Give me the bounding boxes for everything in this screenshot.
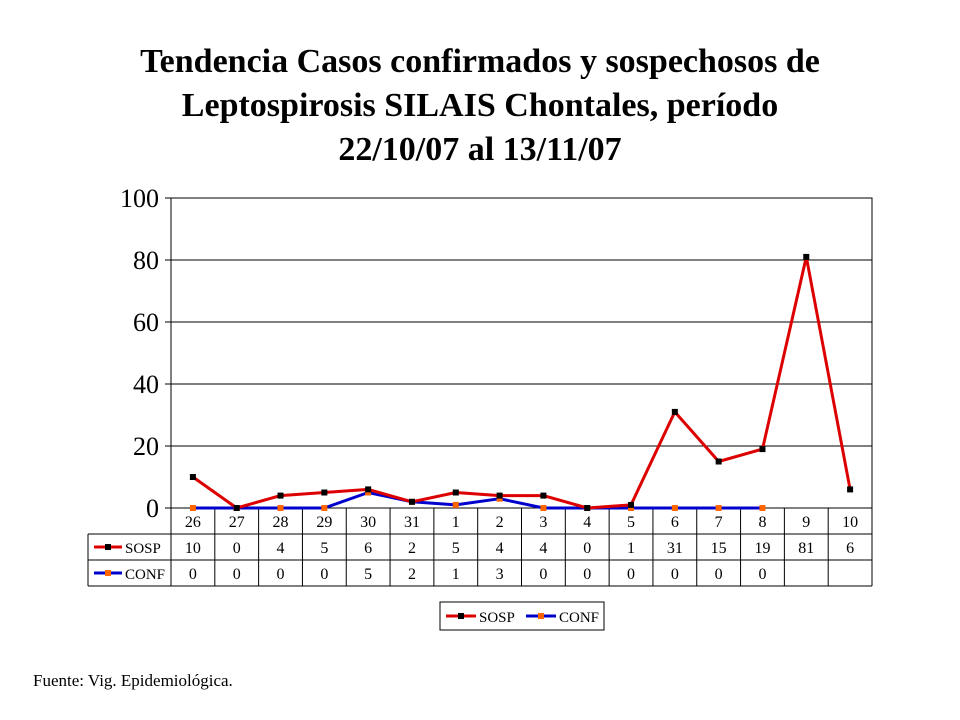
- table-row-label-conf: CONF: [125, 567, 165, 583]
- x-tick-label-7: 2: [496, 514, 504, 531]
- table-cell-conf-2: 0: [277, 566, 285, 583]
- legend-marker-conf: [538, 613, 544, 619]
- table-cell-conf-8: 0: [539, 566, 547, 583]
- x-tick-label-14: 9: [802, 514, 810, 531]
- legend-label-conf: CONF: [559, 610, 599, 626]
- table-cell-conf-3: 0: [320, 566, 328, 583]
- data-point-conf-3: [321, 505, 328, 511]
- y-tick-label-1: 20: [133, 432, 159, 461]
- table-cell-conf-12: 0: [715, 566, 723, 583]
- y-tick-label-3: 60: [133, 308, 159, 337]
- table-cell-conf-1: 0: [233, 566, 241, 583]
- data-point-sosp-0: [189, 474, 196, 480]
- x-tick-label-6: 1: [452, 514, 460, 531]
- data-point-conf-6: [452, 501, 459, 508]
- title-line-3: 22/10/07 al 13/11/07: [338, 131, 622, 168]
- title-line-1: Tendencia Casos confirmados y sospechoso…: [140, 43, 820, 80]
- table-cell-sosp-13: 19: [754, 540, 770, 557]
- series-line-sosp: [192, 255, 852, 510]
- table-cell-sosp-11: 31: [667, 540, 683, 557]
- table-cell-sosp-2: 4: [277, 540, 285, 557]
- table-cell-conf-9: 0: [583, 566, 591, 583]
- data-point-conf-2: [277, 505, 284, 511]
- table-cell-sosp-14: 81: [798, 540, 814, 557]
- table-key-marker-conf: [105, 570, 111, 576]
- data-point-conf-0: [189, 505, 196, 511]
- data-point-sosp-5: [408, 498, 415, 505]
- data-point-conf-11: [671, 505, 678, 511]
- data-point-sosp-7: [496, 492, 503, 499]
- data-point-sosp-2: [277, 492, 284, 499]
- data-point-sosp-15: [847, 486, 854, 493]
- table-cell-sosp-6: 5: [452, 540, 460, 557]
- data-point-conf-7: [496, 495, 503, 502]
- x-tick-label-4: 30: [360, 514, 376, 531]
- data-point-sosp-8: [540, 492, 547, 499]
- table-cell-sosp-4: 6: [364, 540, 372, 557]
- table-cell-conf-7: 3: [496, 566, 504, 583]
- table-cell-conf-6: 1: [452, 566, 460, 583]
- data-point-conf-10: [628, 505, 635, 511]
- y-tick-label-4: 80: [133, 246, 159, 275]
- data-point-sosp-14: [803, 253, 810, 260]
- data-point-sosp-9: [584, 505, 591, 511]
- table-cell-sosp-15: 6: [846, 540, 854, 557]
- table-cell-conf-0: 0: [189, 566, 197, 583]
- x-tick-label-9: 4: [583, 514, 591, 531]
- y-tick-label-2: 40: [133, 370, 159, 399]
- table-cell-conf-11: 0: [671, 566, 679, 583]
- x-tick-label-1: 27: [229, 514, 245, 531]
- data-point-sosp-10: [628, 501, 635, 508]
- table-cell-conf-10: 0: [627, 566, 635, 583]
- data-point-sosp-12: [715, 458, 722, 465]
- table-cell-conf-4: 5: [364, 566, 372, 583]
- table-row-label-sosp: SOSP: [125, 541, 161, 557]
- table-cell-sosp-10: 1: [627, 540, 635, 557]
- table-cell-conf-5: 2: [408, 566, 416, 583]
- series-line-conf: [192, 491, 763, 510]
- x-tick-label-12: 7: [715, 514, 723, 531]
- x-tick-label-5: 31: [404, 514, 420, 531]
- x-tick-label-15: 10: [842, 514, 858, 531]
- table-cell-sosp-12: 15: [711, 540, 727, 557]
- data-point-conf-4: [365, 489, 372, 496]
- y-tick-label-0: 0: [146, 494, 159, 523]
- table-cell-sosp-7: 4: [496, 540, 504, 557]
- data-point-sosp-13: [759, 446, 766, 453]
- x-tick-label-13: 8: [758, 514, 766, 531]
- chart-title: Tendencia Casos confirmados y sospechoso…: [0, 40, 960, 172]
- table-cell-conf-13: 0: [758, 566, 766, 583]
- legend-label-sosp: SOSP: [479, 610, 515, 626]
- table-key-marker-sosp: [105, 544, 111, 550]
- data-point-sosp-11: [671, 408, 678, 415]
- x-tick-label-10: 5: [627, 514, 635, 531]
- x-tick-label-8: 3: [539, 514, 547, 531]
- x-tick-label-3: 29: [316, 514, 332, 531]
- table-cell-sosp-8: 4: [539, 540, 547, 557]
- title-line-2: Leptospirosis SILAIS Chontales, período: [181, 87, 779, 124]
- data-point-sosp-3: [321, 489, 328, 496]
- data-point-conf-12: [715, 505, 722, 511]
- source-note: Fuente: Vig. Epidemiológica.: [33, 671, 233, 690]
- data-point-sosp-4: [365, 486, 372, 493]
- table-cell-sosp-0: 10: [185, 540, 201, 557]
- legend-marker-sosp: [458, 613, 464, 619]
- x-tick-label-0: 26: [185, 514, 201, 531]
- data-point-conf-13: [759, 505, 766, 511]
- plot-area: [170, 197, 873, 509]
- data-point-sosp-6: [452, 489, 459, 496]
- x-tick-label-2: 28: [273, 514, 289, 531]
- data-point-conf-8: [540, 505, 547, 511]
- table-cell-sosp-1: 0: [233, 540, 241, 557]
- data-point-sosp-1: [233, 505, 240, 511]
- x-tick-label-11: 6: [671, 514, 679, 531]
- table-cell-sosp-3: 5: [320, 540, 328, 557]
- table-cell-sosp-9: 0: [583, 540, 591, 557]
- y-tick-label-5: 100: [120, 184, 159, 213]
- table-cell-sosp-5: 2: [408, 540, 416, 557]
